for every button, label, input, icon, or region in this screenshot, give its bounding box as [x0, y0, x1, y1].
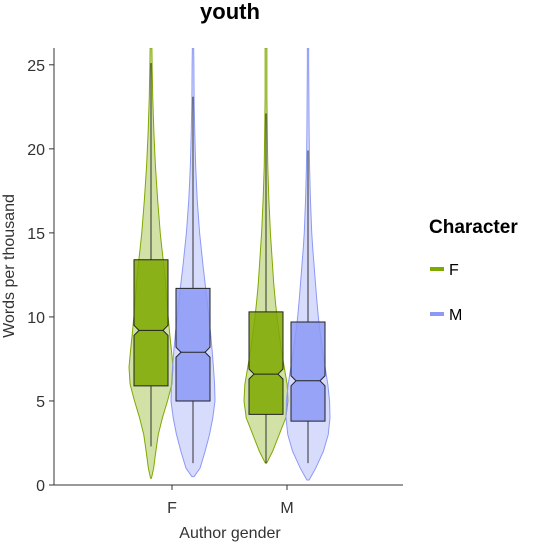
legend: Character F M	[429, 217, 518, 324]
legend-label-M: M	[449, 307, 462, 324]
y-tick-label-15: 15	[27, 226, 45, 243]
legend-title: Character	[429, 217, 518, 238]
legend-swatch-F	[430, 267, 444, 271]
box-series-M-group-F	[175, 287, 211, 402]
chart-title: youth	[200, 0, 260, 24]
legend-swatch-M	[430, 312, 444, 316]
y-ticks: 0 5 10 15 20 25	[27, 58, 54, 495]
box-series-F-group-F	[133, 259, 169, 387]
x-tick-label-F: F	[167, 500, 177, 517]
y-tick-label-25: 25	[27, 58, 45, 75]
plot-area	[128, 48, 331, 481]
box-series-M-group-M	[290, 321, 326, 422]
y-tick-label-10: 10	[27, 310, 45, 327]
legend-label-F: F	[449, 262, 459, 279]
x-axis-title: Author gender	[179, 525, 281, 542]
y-tick-label-20: 20	[27, 142, 45, 159]
box-series-F-group-M	[248, 311, 284, 415]
y-tick-label-0: 0	[36, 478, 45, 495]
y-axis-title: Words per thousand	[1, 194, 18, 338]
x-tick-label-M: M	[280, 500, 293, 517]
y-tick-label-5: 5	[36, 394, 45, 411]
